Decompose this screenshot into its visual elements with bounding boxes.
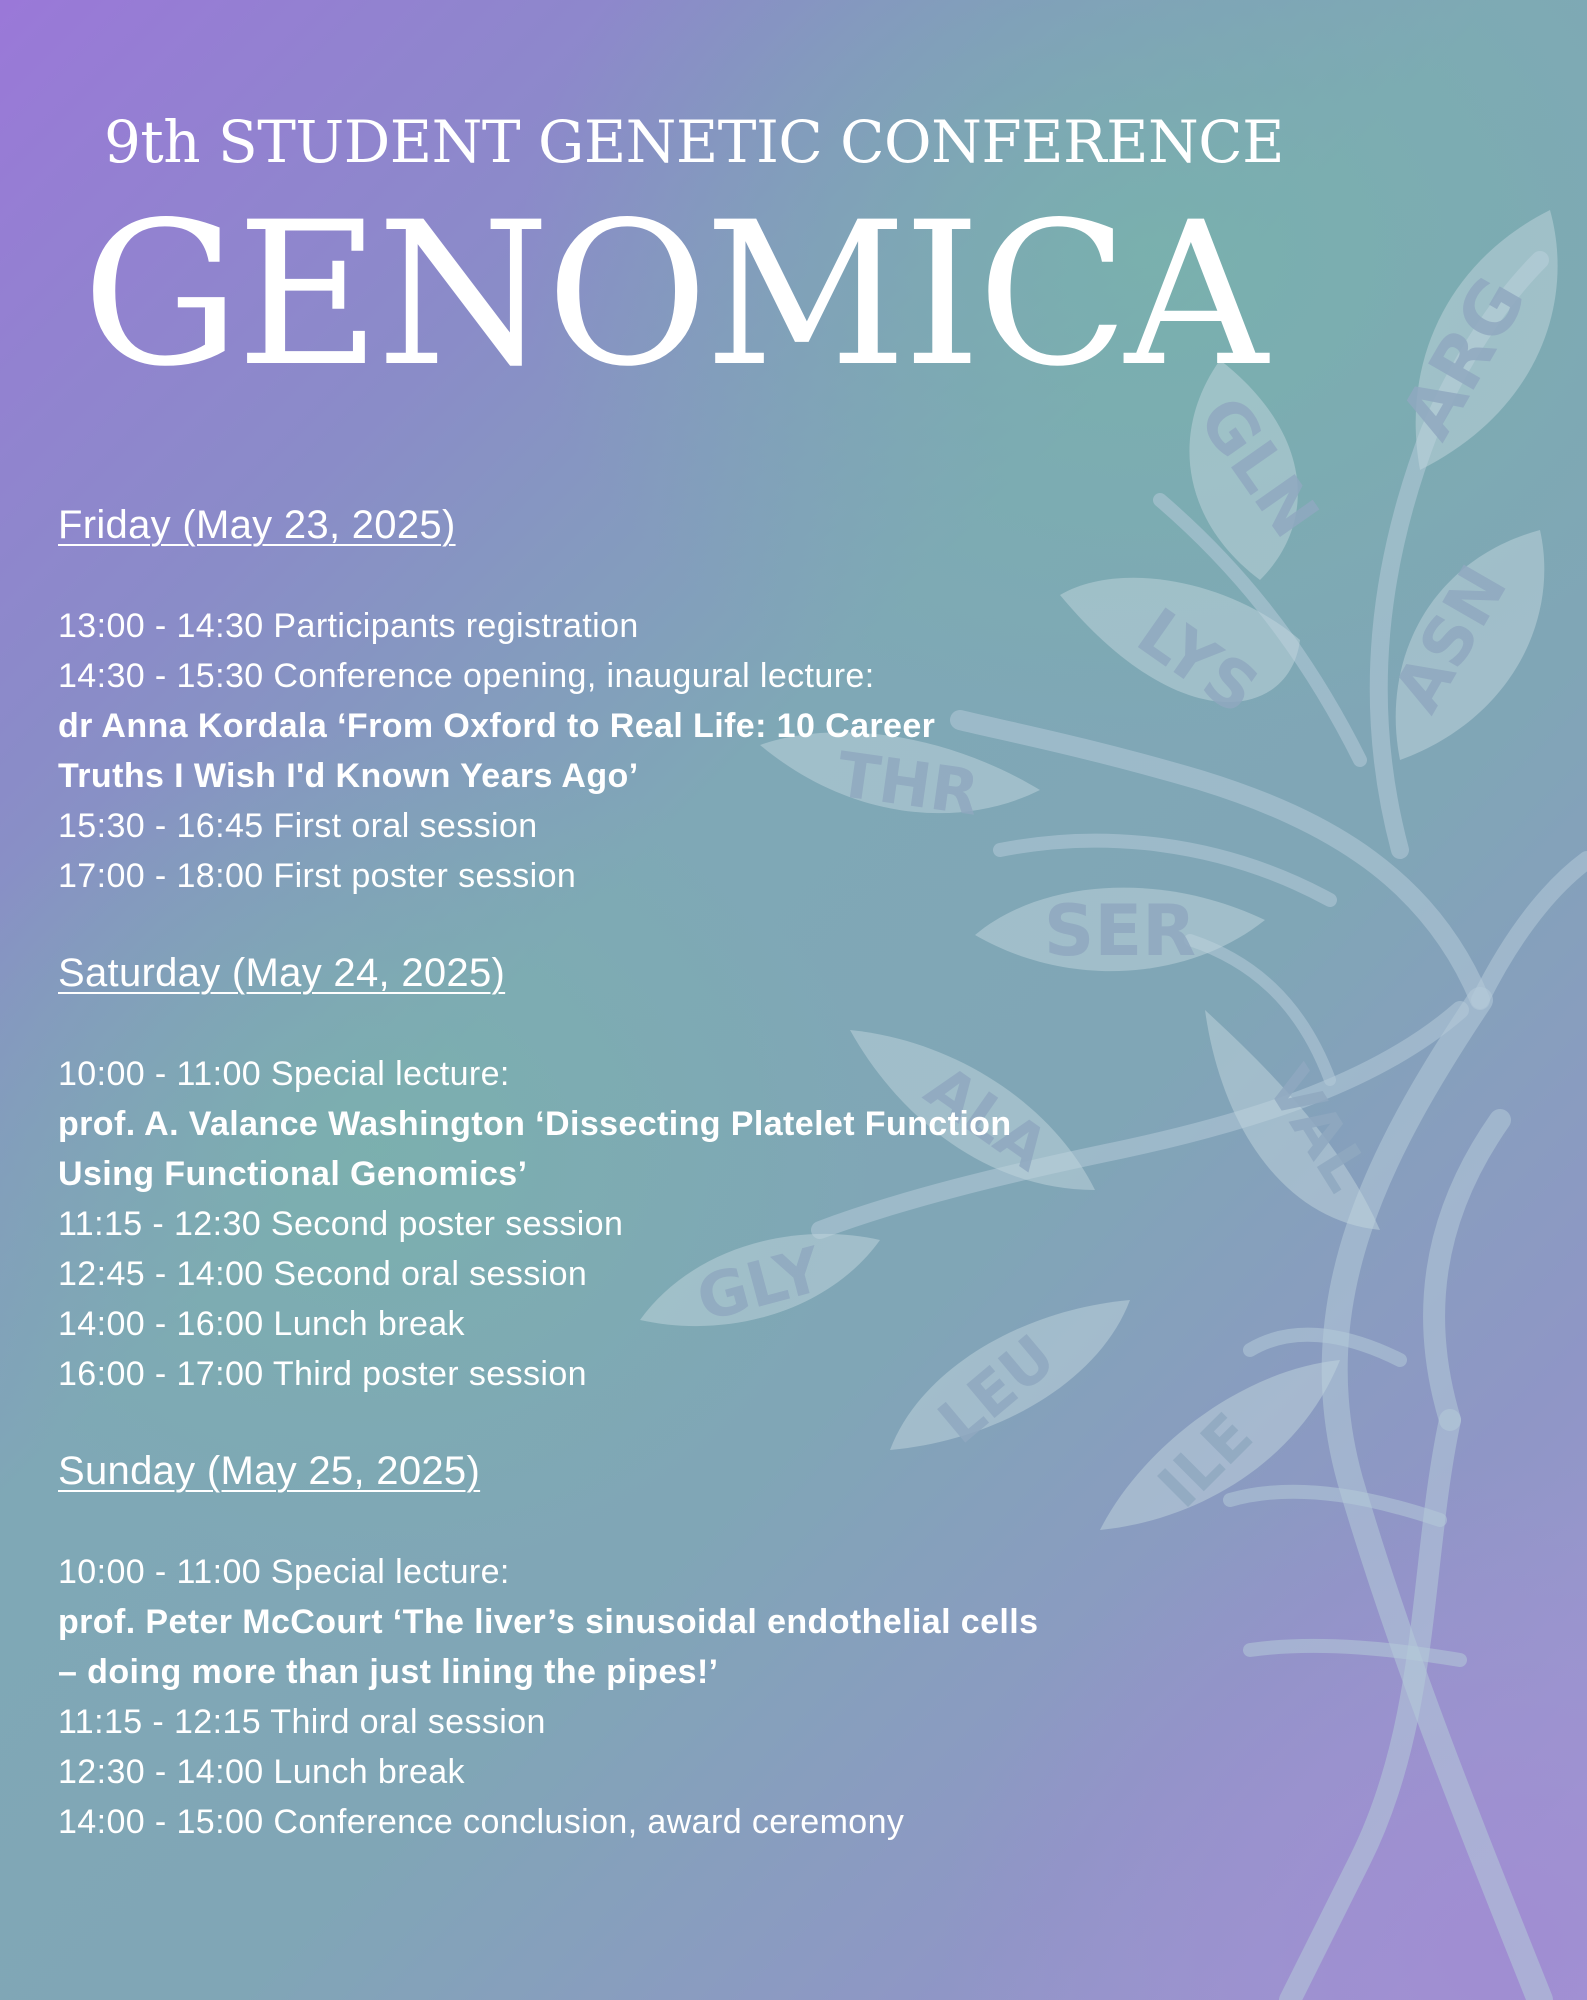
leaf-leu-shape [890, 1300, 1130, 1450]
schedule-item: 10:00 - 11:00 Special lecture: [58, 1055, 510, 1093]
conference-subtitle: 9th STUDENT GENETIC CONFERENCE [104, 108, 1284, 176]
schedule-item: 15:30 - 16:45 First oral session [58, 807, 538, 845]
day-heading: Friday (May 23, 2025) [58, 503, 456, 547]
day-saturday: Saturday (May 24, 2025) 10:00 - 11:00 Sp… [58, 943, 1258, 1399]
conference-title: GENOMICA [82, 179, 1268, 410]
schedule-item: 16:00 - 17:00 Third poster session [58, 1355, 587, 1393]
lecture-title: Truths I Wish I'd Known Years Ago’ [58, 757, 639, 795]
day-heading: Saturday (May 24, 2025) [58, 951, 506, 995]
schedule-item: 12:45 - 14:00 Second oral session [58, 1255, 588, 1293]
schedule-item: 11:15 - 12:15 Third oral session [58, 1703, 546, 1741]
day-heading: Sunday (May 25, 2025) [58, 1449, 481, 1493]
leaf-gln-shape [1189, 360, 1298, 580]
lecture-title: prof. Peter McCourt ‘The liver’s sinusoi… [58, 1603, 1039, 1641]
leaf-ile-shape [1100, 1360, 1340, 1530]
schedule-item: 14:00 - 16:00 Lunch break [58, 1305, 465, 1343]
schedule-item: 14:30 - 15:30 Conference opening, inaugu… [58, 657, 875, 695]
leaf-val-shape [1205, 1010, 1380, 1230]
schedule-item: 13:00 - 14:30 Participants registration [58, 607, 639, 645]
leaf-asn-shape [1395, 530, 1545, 760]
schedule-item: 12:30 - 14:00 Lunch break [58, 1753, 465, 1791]
schedule-item: 10:00 - 11:00 Special lecture: [58, 1553, 510, 1591]
schedule-item: 17:00 - 18:00 First poster session [58, 857, 577, 895]
lecture-title: prof. A. Valance Washington ‘Dissecting … [58, 1105, 1012, 1143]
leaf-ser-shape [975, 887, 1265, 972]
schedule-item: 11:15 - 12:30 Second poster session [58, 1205, 624, 1243]
lecture-title: dr Anna Kordala ‘From Oxford to Real Lif… [58, 707, 936, 745]
schedule: Friday (May 23, 2025) 13:00 - 14:30 Part… [58, 495, 1258, 1889]
leaf-gly-shape [640, 1233, 880, 1327]
leaf-ala-shape [850, 1030, 1095, 1190]
lecture-title: Using Functional Genomics’ [58, 1155, 528, 1193]
lecture-title: – doing more than just lining the pipes!… [58, 1653, 719, 1691]
leaf-thr-shape [760, 732, 1040, 814]
leaf-lys-shape [1060, 577, 1300, 703]
leaf-arg-shape [1415, 210, 1558, 470]
leaf-label-ser: SER [1044, 890, 1196, 972]
day-friday: Friday (May 23, 2025) 13:00 - 14:30 Part… [58, 495, 1258, 901]
schedule-item: 14:00 - 15:00 Conference conclusion, awa… [58, 1803, 905, 1841]
day-sunday: Sunday (May 25, 2025) 10:00 - 11:00 Spec… [58, 1441, 1258, 1847]
